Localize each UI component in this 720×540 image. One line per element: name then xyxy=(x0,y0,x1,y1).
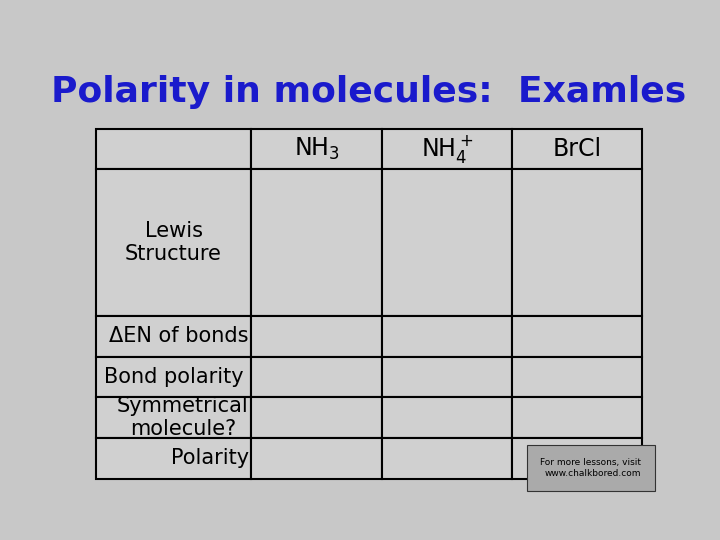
Text: NH$_4^+$: NH$_4^+$ xyxy=(421,133,473,165)
Bar xyxy=(96,316,251,357)
Bar xyxy=(96,170,251,316)
Text: Polarity: Polarity xyxy=(171,448,248,468)
Bar xyxy=(512,357,642,397)
Text: Lewis
Structure: Lewis Structure xyxy=(125,221,222,265)
Bar xyxy=(382,170,512,316)
Bar xyxy=(512,397,642,438)
Text: NH$_3$: NH$_3$ xyxy=(294,136,340,163)
Text: ΔEN of bonds: ΔEN of bonds xyxy=(109,326,248,347)
Bar xyxy=(96,357,251,397)
Bar xyxy=(382,316,512,357)
Bar xyxy=(96,129,251,170)
Bar xyxy=(251,357,382,397)
Bar xyxy=(251,170,382,316)
Bar xyxy=(96,438,251,478)
Bar xyxy=(382,357,512,397)
Text: For more lessons, visit
www.chalkbored.com: For more lessons, visit www.chalkbored.c… xyxy=(540,458,642,478)
Bar xyxy=(512,129,642,170)
Bar xyxy=(251,438,382,478)
Bar xyxy=(251,397,382,438)
Bar xyxy=(251,316,382,357)
Text: BrCl: BrCl xyxy=(553,137,602,161)
Bar xyxy=(512,438,642,478)
Text: Bond polarity: Bond polarity xyxy=(104,367,243,387)
Bar xyxy=(512,316,642,357)
Bar xyxy=(96,397,251,438)
Bar xyxy=(382,129,512,170)
Bar xyxy=(251,129,382,170)
Bar xyxy=(512,170,642,316)
Text: Symmetrical
molecule?: Symmetrical molecule? xyxy=(117,396,248,439)
Text: Polarity in molecules:  Examles: Polarity in molecules: Examles xyxy=(51,75,687,109)
Bar xyxy=(382,397,512,438)
Bar xyxy=(382,438,512,478)
